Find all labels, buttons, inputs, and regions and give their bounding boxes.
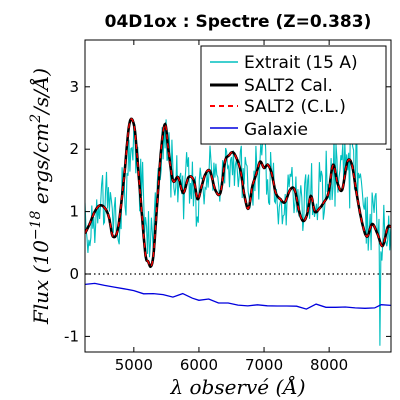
legend-label-extrait: Extrait (15 A) [244,53,358,73]
axis-ticks: 5000 6000 7000 8000 -1 0 1 2 3 [64,40,391,374]
axes-frame [84,39,392,353]
series-salt2-cl-line [85,118,391,268]
legend-label-salt2-cal: SALT2 Cal. [244,76,333,96]
legend: Extrait (15 A) SALT2 Cal. SALT2 (C.L.) G… [200,45,387,145]
y-tick-label: 3 [69,78,79,96]
y-tick-label: 2 [69,140,79,158]
x-tick-label: 6000 [180,356,218,374]
x-axis-label: λ observé (Å) [169,374,305,399]
series-galaxie-line [85,282,391,310]
chart-title: 04D1ox : Spectre (Z=0.383) [105,12,372,32]
x-tick-label: 5000 [115,356,153,374]
x-tick-label: 8000 [310,356,348,374]
y-tick-label: 0 [69,265,79,283]
y-tick-label: -1 [64,327,79,345]
series-extrait-line [85,68,391,346]
legend-label-galaxie: Galaxie [244,120,308,140]
y-tick-label: 1 [69,203,79,221]
legend-label-salt2-cl: SALT2 (C.L.) [244,97,346,117]
plot-area [85,68,391,346]
x-tick-label: 7000 [245,356,283,374]
y-axis-label: Flux (10−18 ergs/cm2/s/Å) [28,68,53,325]
